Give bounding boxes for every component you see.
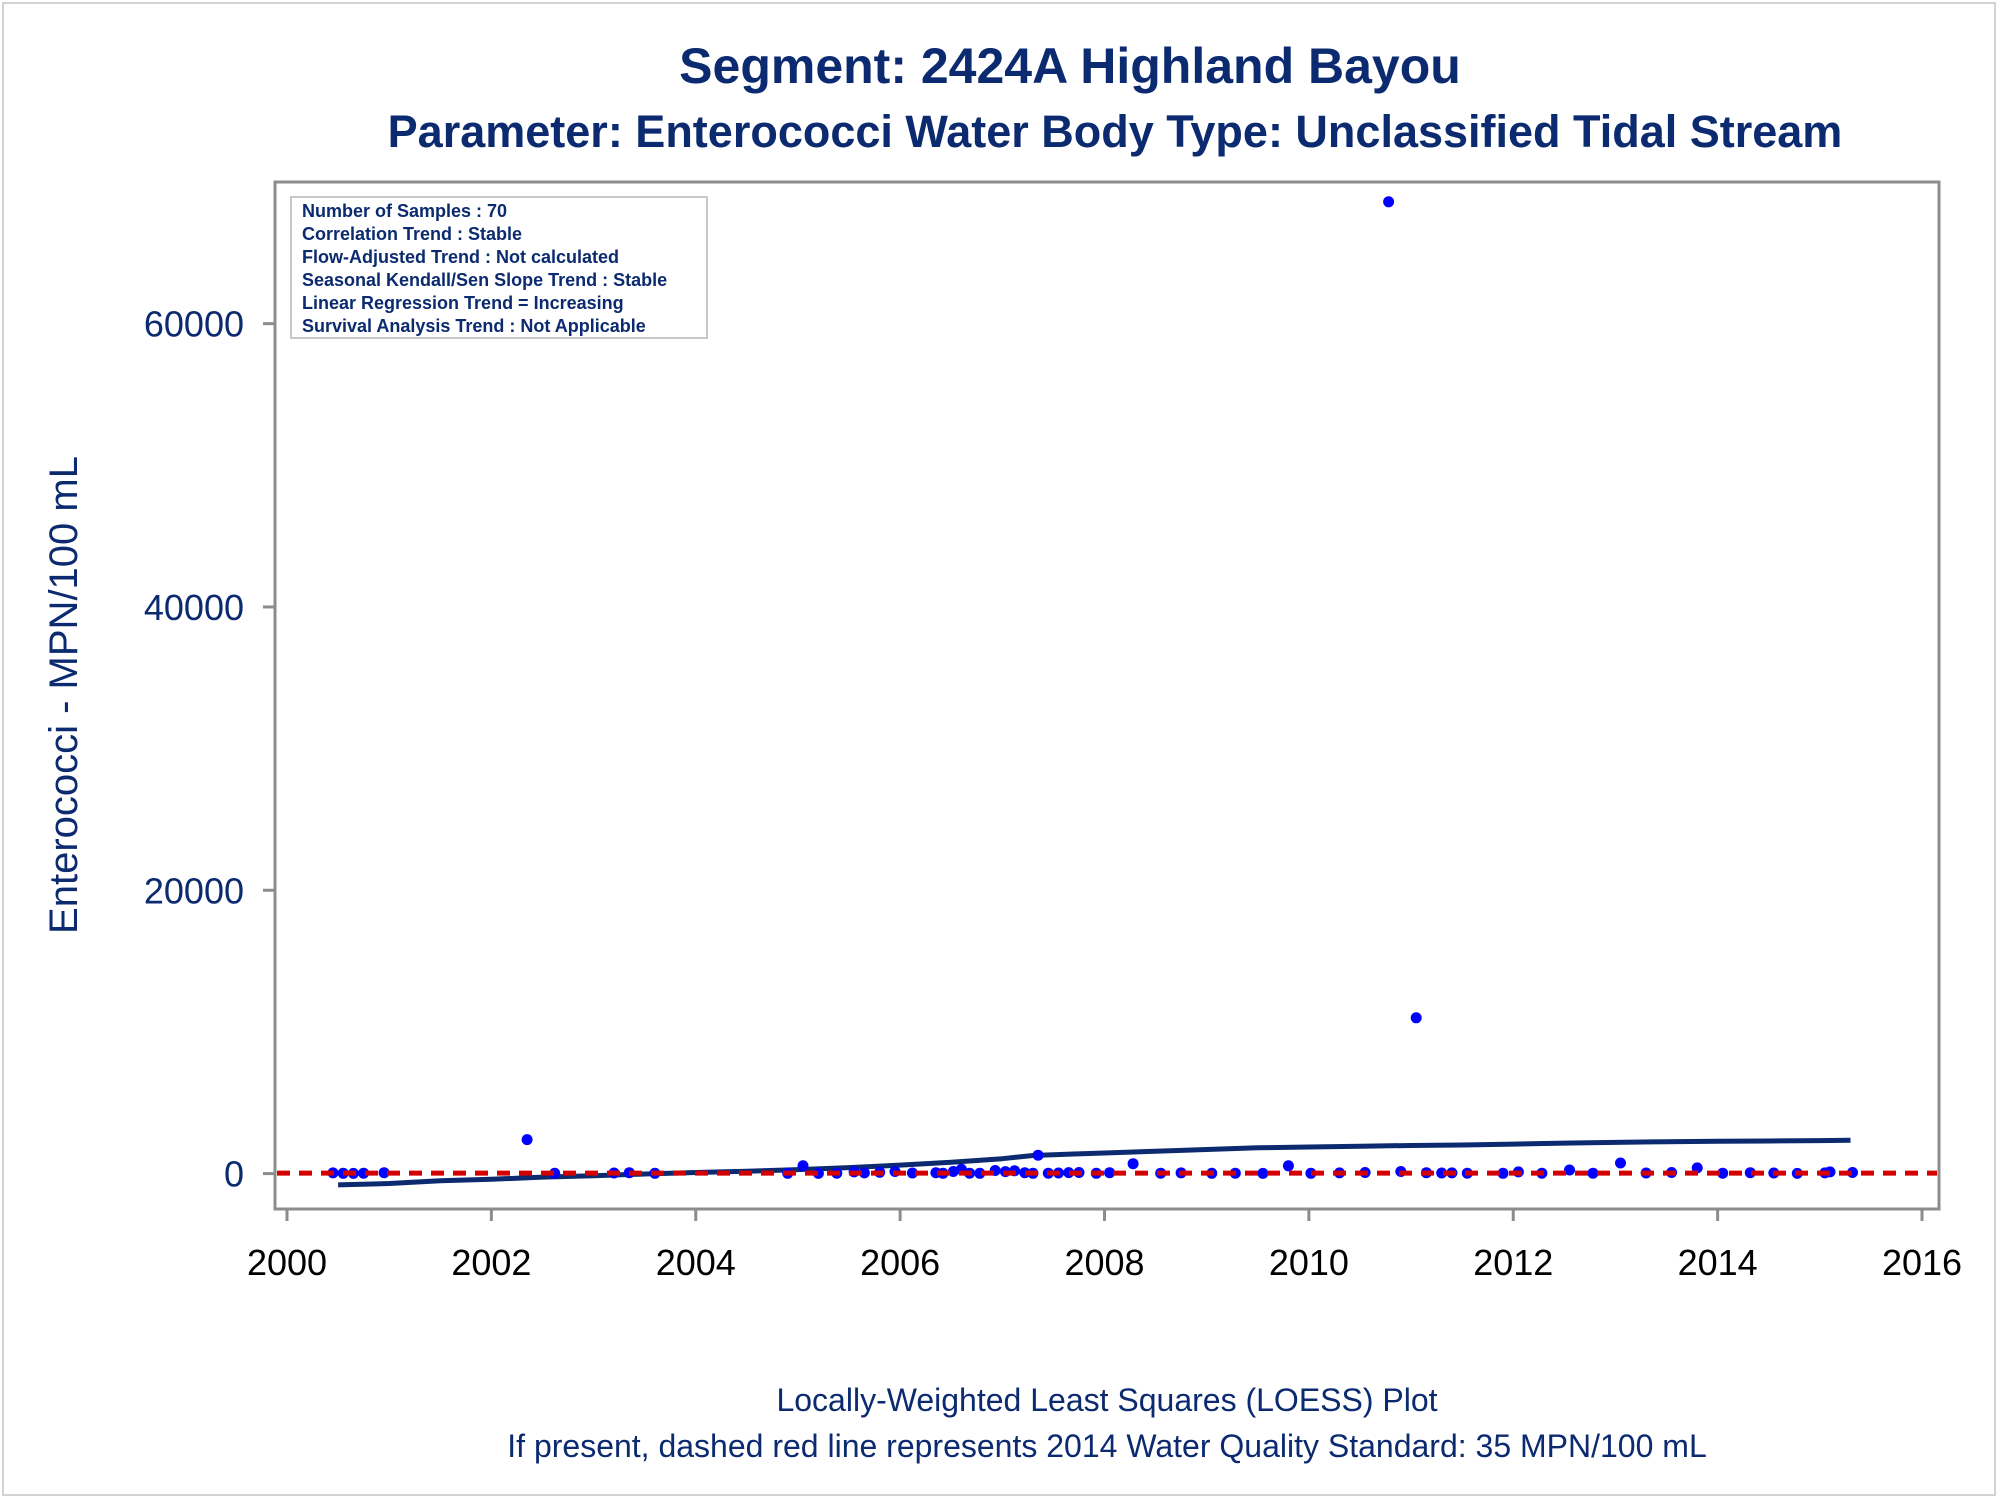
data-point: [1104, 1167, 1116, 1179]
data-point: [858, 1167, 870, 1179]
x-tick-label: 2004: [656, 1242, 736, 1283]
x-tick-label: 2010: [1269, 1242, 1349, 1283]
y-tick-label: 20000: [144, 870, 244, 911]
data-point: [1564, 1164, 1575, 1176]
stats-legend-frame: [290, 196, 708, 339]
y-tick-label: 0: [224, 1154, 244, 1195]
stats-line-correlation: Correlation Trend : Stable: [302, 224, 522, 244]
stats-legend-box: Number of Samples : 70 Correlation Trend…: [290, 196, 708, 339]
y-tick-label: 40000: [144, 587, 244, 628]
x-axis: 2000 2002 2004 2006 2008 2010 2012 2014 2016: [247, 1207, 1962, 1283]
x-tick-label: 2000: [247, 1242, 327, 1283]
data-point: [906, 1167, 918, 1179]
data-point: [1383, 196, 1395, 208]
data-point: [1497, 1167, 1509, 1179]
y-axis-label: Enterococci - MPN/100 mL: [42, 456, 86, 934]
x-tick-label: 2012: [1473, 1242, 1553, 1283]
x-tick-label: 2002: [451, 1242, 531, 1283]
y-tick-label: 60000: [144, 304, 244, 345]
stats-line-survival: Survival Analysis Trend : Not Applicable: [302, 316, 646, 336]
data-point: [1032, 1149, 1044, 1161]
data-point: [797, 1160, 809, 1172]
data-point: [1717, 1167, 1729, 1179]
data-point: [1257, 1167, 1269, 1179]
data-point: [1127, 1158, 1139, 1170]
footnote-standard: If present, dashed red line represents 2…: [507, 1428, 1706, 1464]
stats-line-flow-adjusted: Flow-Adjusted Trend : Not calculated: [302, 247, 619, 267]
data-point: [1436, 1167, 1448, 1179]
stats-line-seasonal-kendall: Seasonal Kendall/Sen Slope Trend : Stabl…: [302, 270, 667, 290]
data-point: [974, 1167, 986, 1179]
chart-title: Segment: 2424A Highland Bayou: [679, 38, 1461, 94]
data-point: [1305, 1167, 1317, 1179]
data-point: [1615, 1157, 1626, 1169]
x-tick-label: 2006: [860, 1242, 940, 1283]
data-point: [521, 1134, 533, 1146]
x-tick-label: 2016: [1882, 1242, 1962, 1283]
loess-curve: [338, 1137, 1851, 1188]
plot-content: [277, 196, 1937, 1188]
data-point: [1282, 1160, 1294, 1172]
data-point: [549, 1167, 561, 1179]
data-point: [1587, 1167, 1599, 1179]
chart-subtitle: Parameter: Enterococci Water Body Type: …: [388, 106, 1843, 157]
x-tick-label: 2008: [1064, 1242, 1144, 1283]
data-point: [378, 1167, 390, 1179]
y-axis: 0 20000 40000 60000: [144, 304, 275, 1195]
stats-line-linear-regression: Linear Regression Trend = Increasing: [302, 293, 624, 313]
data-point: [358, 1167, 370, 1179]
x-tick-label: 2014: [1678, 1242, 1758, 1283]
stats-line-samples: Number of Samples : 70: [302, 201, 507, 221]
footnote-loess: Locally-Weighted Least Squares (LOESS) P…: [776, 1382, 1437, 1418]
data-point: [1410, 1012, 1422, 1024]
